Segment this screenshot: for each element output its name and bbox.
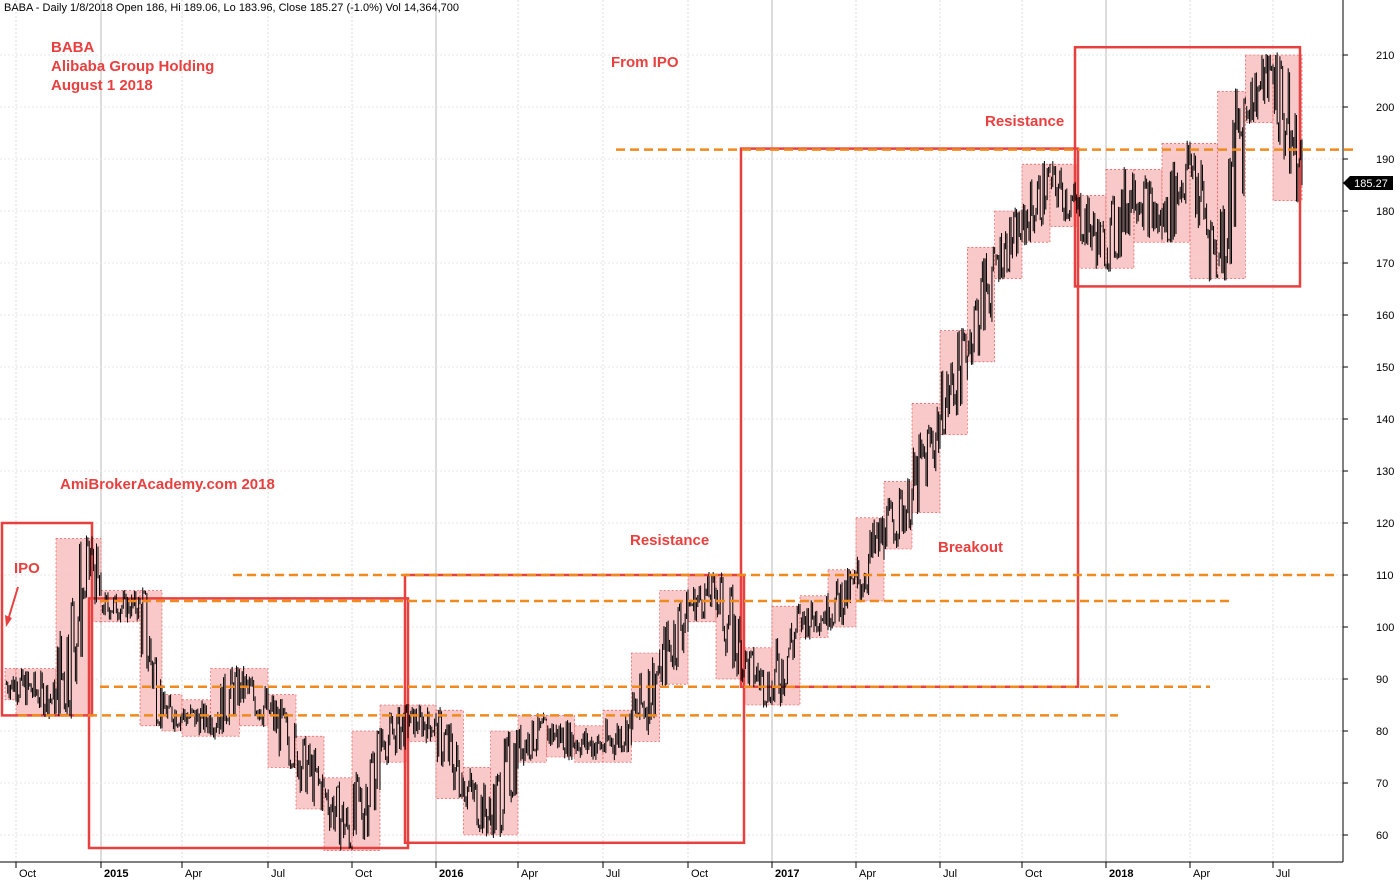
price-axis-ticks: 60 70 80 90 100 110 120 130 140 150 160 170 180 190 20…	[1343, 50, 1394, 842]
time-tick-label: 2018	[1109, 868, 1133, 880]
watermark-annotation: AmiBrokerAcademy.com 2018	[60, 476, 275, 493]
time-tick-label: Jul	[271, 868, 285, 880]
price-tick-label: 170	[1376, 258, 1394, 270]
price-bars	[5, 52, 1303, 851]
price-tick-label: 90	[1376, 674, 1388, 686]
ipo-annotation: IPO	[14, 560, 40, 577]
price-tick-label: 160	[1376, 310, 1394, 322]
time-tick-label: Oct	[19, 868, 36, 880]
price-tick-label: 60	[1376, 830, 1388, 842]
time-tick-label: Jul	[1276, 868, 1290, 880]
time-tick-label: Oct	[1025, 868, 1042, 880]
last-price-label: 185.27	[1354, 178, 1388, 190]
resistance-mid-annotation: Resistance	[630, 532, 709, 549]
ipo-arrow-icon	[5, 586, 19, 627]
price-tick-label: 130	[1376, 466, 1394, 478]
price-tick-label: 100	[1376, 622, 1394, 634]
last-price-marker: 185.27	[1343, 176, 1393, 190]
consolidation-box	[739, 147, 1080, 689]
time-tick-label: Jul	[943, 868, 957, 880]
time-tick-label: 2015	[104, 868, 128, 880]
from-ipo-annotation: From IPO	[611, 54, 679, 71]
price-tick-label: 120	[1376, 518, 1394, 530]
price-tick-label: 210	[1376, 50, 1394, 62]
price-tick-label: 110	[1376, 570, 1394, 582]
time-tick-label: Apr	[521, 868, 538, 880]
time-tick-label: Apr	[185, 868, 202, 880]
vertical-gridlines	[15, 0, 1274, 862]
price-tick-label: 140	[1376, 414, 1394, 426]
price-tick-label: 80	[1376, 726, 1388, 738]
price-tick-label: 200	[1376, 102, 1394, 114]
price-tick-label: 150	[1376, 362, 1394, 374]
ticker-annotation: BABA	[51, 39, 94, 56]
price-tick-label: 190	[1376, 154, 1394, 166]
time-tick-label: Jul	[606, 868, 620, 880]
price-tick-label: 180	[1376, 206, 1394, 218]
date-annotation: August 1 2018	[51, 77, 153, 94]
company-annotation: Alibaba Group Holding	[51, 58, 214, 75]
time-tick-label: Apr	[859, 868, 876, 880]
monthly-range-shade	[4, 668, 17, 701]
time-tick-label: Oct	[355, 868, 372, 880]
time-axis-ticks: Oct 2015 Apr Jul Oct 2016 Apr Jul Oct 2017 Apr Jul O…	[15, 862, 1290, 880]
time-tick-label: 2016	[439, 868, 463, 880]
chart-header: BABA - Daily 1/8/2018 Open 186, Hi 189.0…	[4, 2, 459, 14]
breakout-annotation: Breakout	[938, 539, 1003, 556]
time-tick-label: Apr	[1193, 868, 1210, 880]
consolidation-box	[1073, 45, 1302, 288]
monthly-range-shade	[1272, 54, 1303, 201]
resistance-top-annotation: Resistance	[985, 113, 1064, 130]
time-tick-label: Oct	[691, 868, 708, 880]
time-tick-label: 2017	[775, 868, 799, 880]
support-resistance-lines	[18, 148, 1356, 717]
price-tick-label: 70	[1376, 778, 1388, 790]
